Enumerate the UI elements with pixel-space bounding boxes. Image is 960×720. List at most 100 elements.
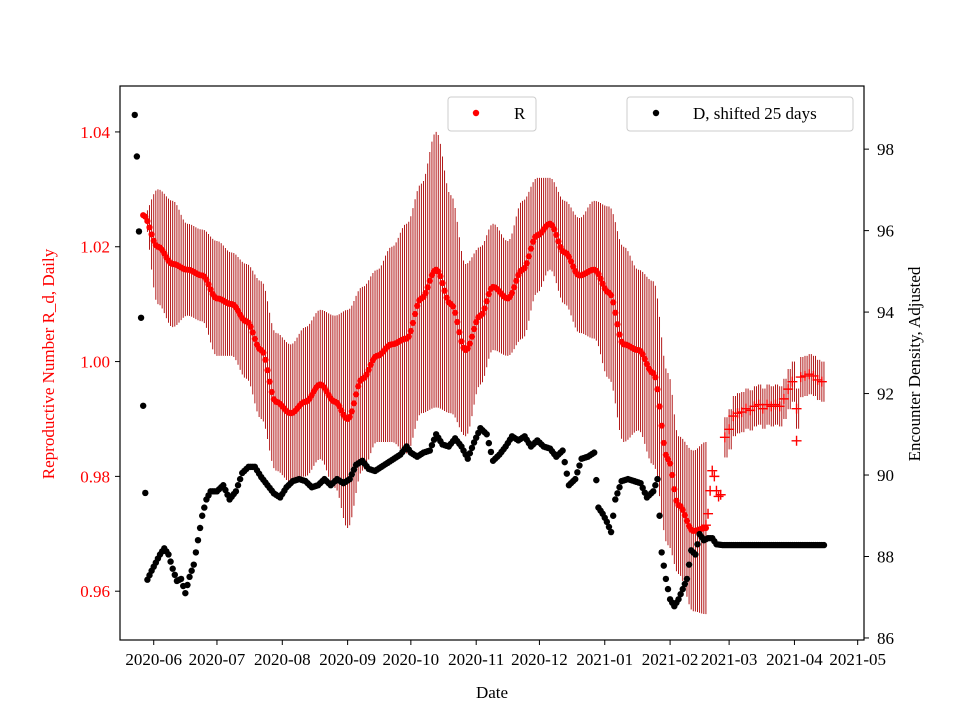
d-point (561, 458, 568, 466)
x-tick-label: 2020-10 (383, 650, 440, 669)
r-point (656, 403, 663, 410)
d-point (428, 441, 436, 449)
d-point (616, 484, 623, 491)
d-point (603, 518, 611, 526)
r-plus-point (732, 408, 743, 419)
r-point (348, 408, 355, 415)
d-point (576, 462, 583, 469)
r-point (523, 260, 530, 267)
d-point (192, 549, 200, 556)
r-point (508, 289, 516, 297)
legend-d-marker (652, 109, 660, 117)
d-point (142, 489, 149, 497)
r-point (456, 329, 463, 336)
r-point (352, 391, 360, 398)
d-point (186, 573, 193, 581)
r-point (346, 413, 353, 421)
r-point (454, 318, 461, 326)
r-point (365, 366, 372, 373)
r-point (424, 284, 431, 291)
d-point (234, 482, 242, 489)
r-point (452, 309, 459, 316)
r-plus-point (778, 393, 789, 404)
d-point (426, 447, 434, 454)
d-point (468, 444, 476, 452)
r-plus-point (770, 399, 781, 410)
r-point (567, 258, 575, 265)
r-point (658, 422, 665, 429)
r-point (660, 439, 667, 447)
right-axis-label: Encounter Density, Adjusted (905, 266, 924, 461)
r-point (249, 329, 256, 336)
r-point (266, 378, 273, 385)
r-point (641, 355, 648, 363)
r-point (607, 292, 615, 299)
d-point (201, 504, 208, 511)
r-point (470, 325, 478, 333)
d-point (167, 558, 174, 565)
d-point (685, 561, 693, 568)
right-tick-label: 96 (877, 222, 894, 241)
r-point (483, 298, 490, 305)
r-point (414, 302, 421, 310)
r-point (260, 349, 267, 356)
r-point (411, 310, 419, 318)
r-point (207, 286, 214, 293)
d-point (485, 439, 493, 447)
d-series (131, 111, 828, 610)
r-point (422, 289, 429, 297)
r-point (481, 305, 488, 312)
d-point (177, 575, 185, 583)
r-point (597, 275, 604, 282)
r-point (407, 327, 414, 335)
legend-r-marker (472, 109, 480, 117)
r-point (652, 374, 659, 381)
d-point (664, 585, 672, 593)
r-point (521, 264, 528, 272)
d-point (652, 482, 659, 489)
r-plus-point (715, 489, 726, 500)
d-point (658, 549, 665, 556)
plot-frame (119, 85, 865, 641)
r-plus-point (787, 376, 798, 387)
d-point (692, 551, 699, 558)
d-point (650, 488, 657, 495)
legend-r-box (447, 96, 537, 132)
r-point (247, 323, 254, 330)
plot-area (131, 111, 828, 615)
d-point (572, 475, 579, 483)
r-plus-point (804, 369, 815, 380)
d-point (464, 455, 471, 462)
r-plus-point (799, 370, 810, 381)
r-plus-point (724, 424, 735, 435)
d-point (483, 431, 490, 438)
d-point (236, 475, 244, 483)
r-point (355, 383, 362, 390)
r-point (205, 281, 212, 288)
r-point (350, 400, 358, 407)
r-point (251, 335, 258, 343)
r-plus-point (703, 508, 714, 519)
x-tick-label: 2021-05 (829, 650, 886, 669)
r-error-bars (144, 131, 825, 615)
r-plus-point (740, 403, 751, 414)
d-point (139, 402, 147, 409)
r-plus-point (816, 376, 827, 387)
r-point (409, 319, 417, 327)
x-tick-label: 2020-08 (254, 650, 311, 669)
r-plus-point (719, 432, 730, 443)
r-point (525, 253, 532, 260)
r-point (144, 218, 151, 225)
r-point (458, 338, 465, 345)
d-point (591, 449, 598, 456)
left-tick-label: 0.98 (80, 467, 110, 486)
d-point (559, 447, 566, 454)
r-point (612, 309, 619, 316)
d-point (679, 585, 686, 593)
legend-d-box (626, 96, 854, 132)
r-point (443, 294, 450, 301)
r-plus-point (774, 401, 785, 412)
d-point (165, 551, 172, 558)
d-point (677, 590, 684, 598)
